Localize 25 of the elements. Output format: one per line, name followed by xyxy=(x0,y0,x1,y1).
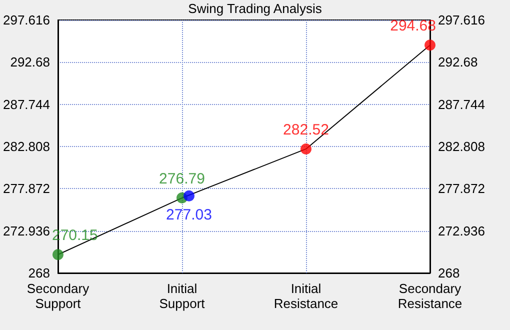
y-tick-label: 297.616 xyxy=(2,12,50,28)
data-label: 276.79 xyxy=(159,170,205,188)
chart-title: Swing Trading Analysis xyxy=(188,1,322,16)
y2-tick-label: 287.744 xyxy=(438,96,485,112)
y-tick-label: 282.808 xyxy=(2,139,50,154)
x-tick-label: Secondary Resistance xyxy=(398,281,462,311)
y-tick-label: 292.68 xyxy=(10,54,50,70)
y2-tick-label: 277.872 xyxy=(438,181,485,196)
x-tick-label: Initial Support xyxy=(159,281,206,311)
y-tick-label: 272.936 xyxy=(2,223,50,238)
y2-tick-label: 282.808 xyxy=(438,139,485,154)
point xyxy=(424,40,436,51)
data-label: 277.03 xyxy=(166,206,212,224)
point xyxy=(52,249,64,260)
y-tick-label: 268 xyxy=(28,266,50,280)
y2-tick-label: 297.616 xyxy=(438,12,485,28)
x-tick-label: Secondary Support xyxy=(26,281,90,311)
y-tick-label: 277.872 xyxy=(2,181,50,196)
point xyxy=(300,143,312,154)
y2-tick-label: 292.68 xyxy=(438,54,478,70)
x-tick-label: Initial Resistance xyxy=(274,281,338,311)
y-tick-label: 287.744 xyxy=(2,96,50,112)
y2-tick-label: 268 xyxy=(438,266,460,280)
y2-tick-label: 272.936 xyxy=(438,223,485,238)
data-label: 282.52 xyxy=(283,121,329,138)
